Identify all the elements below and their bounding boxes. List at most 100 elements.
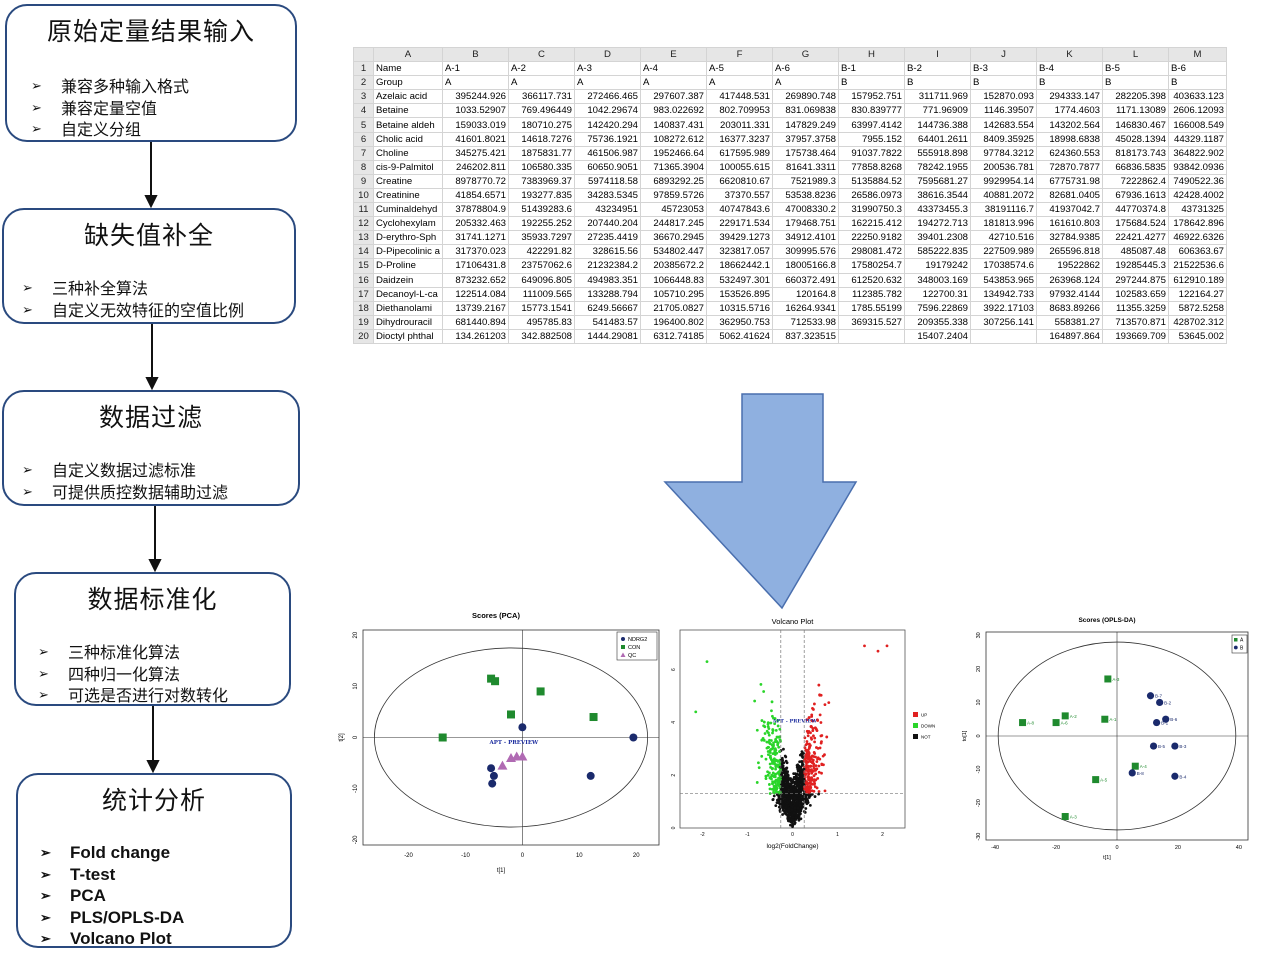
table-cell[interactable]: 146830.467 [1102, 117, 1169, 133]
row-number[interactable]: 4 [353, 103, 374, 119]
table-cell[interactable]: 147829.249 [772, 117, 839, 133]
table-cell[interactable]: 1444.29081 [574, 328, 641, 344]
table-cell[interactable]: 1042.29674 [574, 103, 641, 119]
table-cell[interactable]: 2606.12093 [1168, 103, 1227, 119]
table-cell[interactable]: 769.496449 [508, 103, 575, 119]
table-cell[interactable]: 317370.023 [442, 244, 509, 260]
table-cell[interactable]: 348003.169 [904, 272, 971, 288]
table-cell[interactable]: 1146.39507 [970, 103, 1037, 119]
table-cell[interactable]: Betaine aldeh [373, 117, 443, 133]
table-cell[interactable]: 1785.55199 [838, 300, 905, 316]
table-cell[interactable]: B [1036, 75, 1103, 91]
table-cell[interactable]: 7490522.36 [1168, 173, 1227, 189]
table-cell[interactable]: A-3 [574, 61, 641, 77]
row-number[interactable]: 1 [353, 61, 374, 77]
table-cell[interactable]: 36670.2945 [640, 230, 707, 246]
table-cell[interactable]: 200536.781 [970, 159, 1037, 175]
table-cell[interactable]: 45723053 [640, 202, 707, 218]
table-cell[interactable]: 244817.245 [640, 216, 707, 232]
table-cell[interactable]: A [442, 75, 509, 91]
table-cell[interactable]: 207440.204 [574, 216, 641, 232]
table-cell[interactable]: 660372.491 [772, 272, 839, 288]
table-cell[interactable]: B-5 [1102, 61, 1169, 77]
table-cell[interactable]: 282205.398 [1102, 89, 1169, 105]
row-number[interactable]: 2 [353, 75, 374, 91]
table-cell[interactable]: 37878804.9 [442, 202, 509, 218]
table-cell[interactable]: 5974118.58 [574, 173, 641, 189]
table-cell[interactable]: 297244.875 [1102, 272, 1169, 288]
table-cell[interactable]: 152870.093 [970, 89, 1037, 105]
table-cell[interactable]: A [640, 75, 707, 91]
table-cell[interactable]: 39429.1273 [706, 230, 773, 246]
table-cell[interactable]: 541483.57 [574, 314, 641, 330]
table-cell[interactable]: B [1102, 75, 1169, 91]
table-cell[interactable]: 175684.524 [1102, 216, 1169, 232]
table-cell[interactable]: 38191116.7 [970, 202, 1037, 218]
table-cell[interactable]: 309995.576 [772, 244, 839, 260]
table-cell[interactable]: 180710.275 [508, 117, 575, 133]
table-cell[interactable]: 681440.894 [442, 314, 509, 330]
table-cell[interactable]: 983.022692 [640, 103, 707, 119]
table-cell[interactable]: 108272.612 [640, 131, 707, 147]
table-cell[interactable]: 818173.743 [1102, 145, 1169, 161]
table-cell[interactable]: 22250.9182 [838, 230, 905, 246]
table-cell[interactable]: 193277.835 [508, 187, 575, 204]
table-cell[interactable]: 53645.002 [1168, 328, 1227, 344]
table-cell[interactable]: 203011.331 [706, 117, 773, 133]
table-cell[interactable]: 7383969.37 [508, 173, 575, 189]
row-number[interactable]: 15 [353, 258, 374, 274]
table-cell[interactable]: 13739.2167 [442, 300, 509, 316]
table-cell[interactable]: 66836.5835 [1102, 159, 1169, 175]
table-cell[interactable]: 532497.301 [706, 272, 773, 288]
column-header[interactable]: K [1036, 46, 1103, 63]
table-cell[interactable]: B-3 [970, 61, 1037, 77]
table-cell[interactable]: 19179242 [904, 258, 971, 274]
table-cell[interactable]: 27235.4419 [574, 230, 641, 246]
column-header[interactable]: C [508, 46, 575, 63]
table-cell[interactable]: 6620810.67 [706, 173, 773, 189]
table-cell[interactable]: A-6 [772, 61, 839, 77]
column-header[interactable]: D [574, 46, 641, 63]
table-cell[interactable]: 71365.3904 [640, 159, 707, 175]
table-cell[interactable]: Betaine [373, 103, 443, 119]
table-cell[interactable]: 18005166.8 [772, 258, 839, 274]
table-cell[interactable]: Group [373, 75, 443, 91]
table-cell[interactable]: Diethanolami [373, 300, 443, 316]
table-cell[interactable]: 34912.4101 [772, 230, 839, 246]
table-cell[interactable]: 37370.557 [706, 187, 773, 204]
table-cell[interactable]: 193669.709 [1102, 328, 1169, 344]
table-cell[interactable]: 428702.312 [1168, 314, 1227, 330]
table-cell[interactable]: 649096.805 [508, 272, 575, 288]
table-cell[interactable]: 153526.895 [706, 286, 773, 302]
table-cell[interactable]: 41937042.7 [1036, 202, 1103, 218]
table-cell[interactable]: B-6 [1168, 61, 1227, 77]
table-cell[interactable]: 461506.987 [574, 145, 641, 161]
table-cell[interactable]: 534802.447 [640, 244, 707, 260]
table-cell[interactable]: 112385.782 [838, 286, 905, 302]
table-cell[interactable]: Name [373, 61, 443, 77]
table-cell[interactable]: 192255.252 [508, 216, 575, 232]
table-cell[interactable]: 366117.731 [508, 89, 575, 105]
row-number[interactable]: 12 [353, 216, 374, 232]
table-cell[interactable]: 7222862.4 [1102, 173, 1169, 189]
table-cell[interactable]: 97784.3212 [970, 145, 1037, 161]
table-cell[interactable]: 43234951 [574, 202, 641, 218]
table-cell[interactable]: 93842.0936 [1168, 159, 1227, 175]
column-header[interactable]: L [1102, 46, 1169, 63]
table-cell[interactable]: 342.882508 [508, 328, 575, 344]
table-cell[interactable]: 555918.898 [904, 145, 971, 161]
table-cell[interactable]: 178642.896 [1168, 216, 1227, 232]
table-cell[interactable]: 7955.152 [838, 131, 905, 147]
table-cell[interactable]: 175738.464 [772, 145, 839, 161]
table-cell[interactable]: 831.069838 [772, 103, 839, 119]
table-cell[interactable]: B-2 [904, 61, 971, 77]
row-number[interactable]: 8 [353, 159, 374, 175]
table-cell[interactable]: 32784.9385 [1036, 230, 1103, 246]
table-cell[interactable]: B [838, 75, 905, 91]
table-cell[interactable]: 345275.421 [442, 145, 509, 161]
table-cell[interactable]: A-5 [706, 61, 773, 77]
table-cell[interactable]: cis-9-Palmitol [373, 159, 443, 175]
table-cell[interactable]: 53538.8236 [772, 187, 839, 204]
table-cell[interactable]: B [904, 75, 971, 91]
table-cell[interactable]: 297607.387 [640, 89, 707, 105]
